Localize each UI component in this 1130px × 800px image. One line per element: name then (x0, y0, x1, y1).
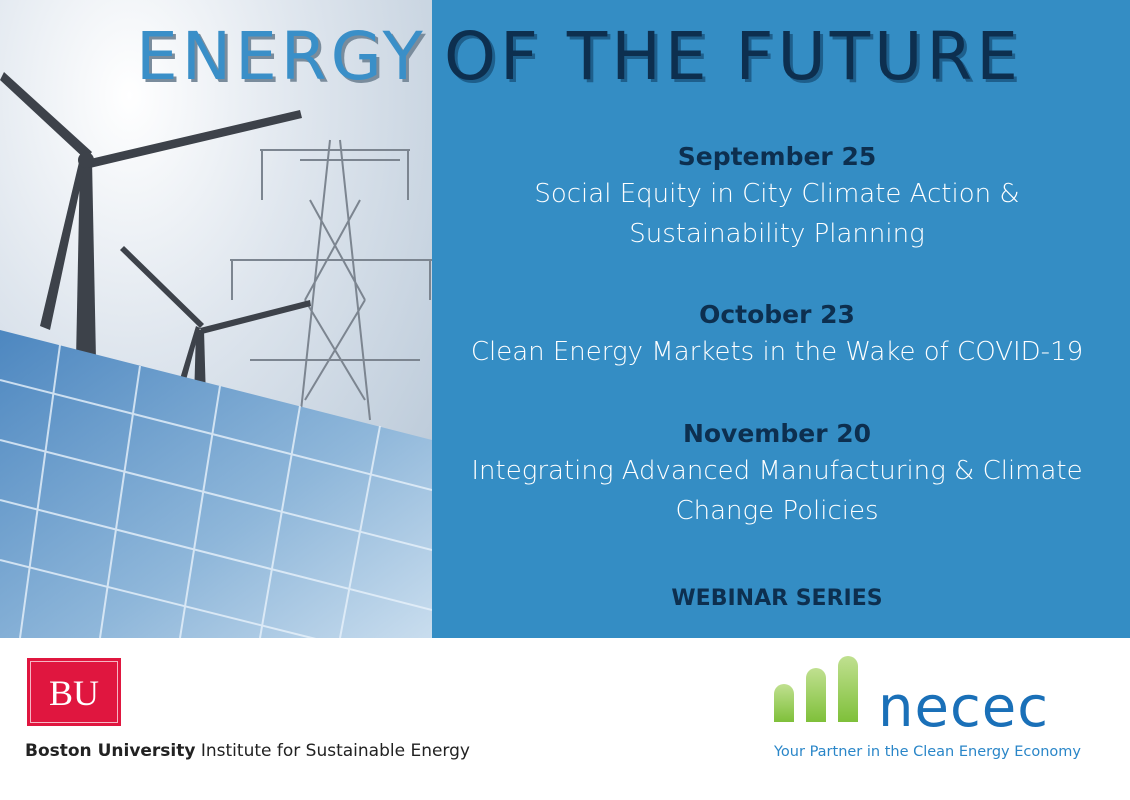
bu-caption: Boston University Institute for Sustaina… (25, 741, 470, 761)
bu-logo: BU (27, 658, 121, 726)
pylon-icon (230, 139, 432, 421)
event-date: November 20 (682, 419, 872, 448)
bu-institute: Institute for Sustainable Energy (200, 741, 470, 761)
logo-bar (774, 684, 794, 722)
wind-turbine-icon (0, 72, 311, 400)
event-title: Integrating Advanced Manufacturing & Cli… (471, 456, 1083, 486)
logo-bar (806, 668, 826, 722)
bu-name: Boston University (25, 741, 196, 761)
event-date: October 23 (699, 300, 855, 329)
event-title: Social Equity in City Climate Action & (534, 179, 1020, 209)
event-title: Change Policies (675, 496, 879, 526)
info-panel (432, 0, 1130, 638)
event-november: November 20 Integrating Advanced Manufac… (432, 417, 1122, 531)
necec-wordmark: necec (878, 675, 1049, 740)
necec-logo: necec Your Partner in the Clean Energy E… (774, 656, 1104, 766)
event-title: Clean Energy Markets in the Wake of COVI… (470, 337, 1084, 367)
event-title: Sustainability Planning (629, 219, 925, 249)
webinar-series-label: WEBINAR SERIES (671, 586, 883, 611)
necec-tagline: Your Partner in the Clean Energy Economy (774, 744, 1082, 760)
event-september: September 25 Social Equity in City Clima… (432, 140, 1122, 254)
title-part-energy: ENERGY (136, 18, 427, 95)
energy-photo (0, 0, 432, 638)
event-date: September 25 (677, 142, 877, 171)
logo-bar (838, 656, 858, 722)
event-october: October 23 Clean Energy Markets in the W… (432, 298, 1122, 372)
title-part-future: OF THE FUTURE (444, 18, 1022, 95)
